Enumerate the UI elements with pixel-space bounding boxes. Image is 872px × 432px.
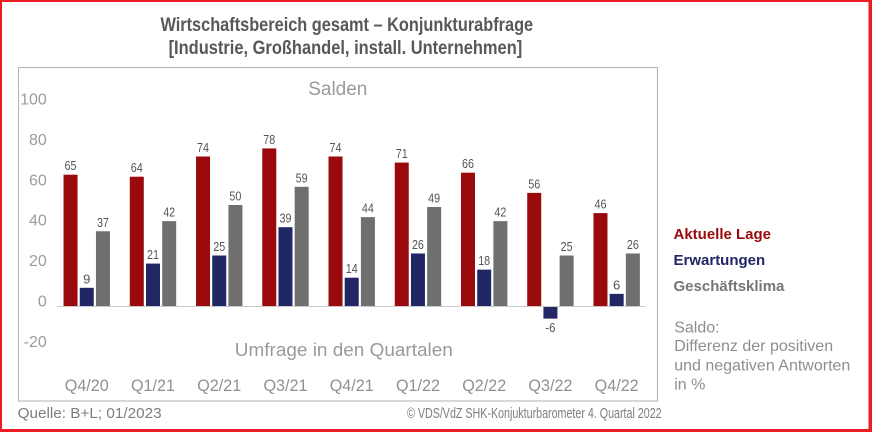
svg-text:Q2/22: Q2/22 — [462, 376, 506, 395]
svg-text:6: 6 — [613, 277, 620, 292]
svg-text:44: 44 — [362, 201, 374, 216]
svg-text:Differenz der positiven: Differenz der positiven — [674, 338, 833, 355]
svg-text:64: 64 — [131, 160, 143, 175]
svg-text:42: 42 — [163, 205, 175, 220]
svg-text:in %: in % — [674, 377, 705, 394]
svg-text:49: 49 — [428, 191, 440, 206]
svg-text:20: 20 — [29, 253, 47, 270]
svg-text:25: 25 — [213, 239, 225, 254]
svg-text:74: 74 — [197, 140, 209, 155]
svg-text:Umfrage in den Quartalen: Umfrage in den Quartalen — [235, 340, 453, 360]
svg-text:80: 80 — [29, 132, 47, 149]
svg-text:Q2/21: Q2/21 — [197, 376, 241, 395]
svg-text:[Industrie, Großhandel, instal: [Industrie, Großhandel, install. Unterne… — [169, 37, 523, 58]
svg-text:Saldo:: Saldo: — [674, 319, 719, 336]
svg-text:40: 40 — [29, 213, 47, 230]
svg-text:37: 37 — [97, 215, 109, 230]
svg-text:und negativen Antworten: und negativen Antworten — [674, 357, 850, 374]
svg-text:9: 9 — [83, 271, 90, 286]
svg-text:-20: -20 — [24, 334, 47, 351]
svg-text:Salden: Salden — [308, 79, 367, 100]
svg-text:Geschäftsklima: Geschäftsklima — [674, 278, 786, 295]
svg-text:Q3/21: Q3/21 — [263, 376, 307, 395]
svg-text:39: 39 — [279, 211, 291, 226]
svg-text:71: 71 — [396, 146, 408, 161]
svg-text:100: 100 — [20, 92, 47, 109]
svg-text:Q1/22: Q1/22 — [396, 376, 440, 395]
svg-text:Aktuelle Lage: Aktuelle Lage — [674, 226, 772, 243]
svg-text:26: 26 — [627, 237, 639, 252]
svg-text:0: 0 — [38, 294, 47, 311]
svg-text:59: 59 — [296, 170, 308, 185]
svg-text:Q1/21: Q1/21 — [131, 376, 175, 395]
svg-text:Erwartungen: Erwartungen — [674, 252, 766, 269]
svg-text:42: 42 — [494, 205, 506, 220]
svg-text:14: 14 — [346, 261, 358, 276]
svg-text:Q4/22: Q4/22 — [595, 376, 639, 395]
svg-text:25: 25 — [561, 239, 573, 254]
svg-text:78: 78 — [263, 132, 275, 147]
svg-text:Q3/22: Q3/22 — [528, 376, 572, 395]
svg-text:Wirtschaftsbereich gesamt – Ko: Wirtschaftsbereich gesamt – Konjunkturab… — [160, 14, 533, 35]
svg-text:© VDS/VdZ SHK-Konjukturbaromet: © VDS/VdZ SHK-Konjukturbarometer 4. Quar… — [407, 404, 662, 421]
svg-text:66: 66 — [462, 156, 474, 171]
svg-text:Q4/20: Q4/20 — [65, 376, 109, 395]
svg-text:21: 21 — [147, 247, 159, 262]
svg-text:56: 56 — [528, 176, 540, 191]
svg-text:74: 74 — [330, 140, 342, 155]
svg-text:18: 18 — [478, 253, 490, 268]
svg-text:Q4/21: Q4/21 — [330, 376, 374, 395]
svg-text:26: 26 — [412, 237, 424, 252]
svg-text:Quelle: B+L; 01/2023: Quelle: B+L; 01/2023 — [18, 405, 162, 422]
svg-text:-6: -6 — [545, 320, 555, 335]
svg-text:65: 65 — [65, 158, 77, 173]
svg-text:60: 60 — [29, 172, 47, 189]
svg-text:46: 46 — [594, 197, 606, 212]
svg-text:50: 50 — [229, 189, 241, 204]
